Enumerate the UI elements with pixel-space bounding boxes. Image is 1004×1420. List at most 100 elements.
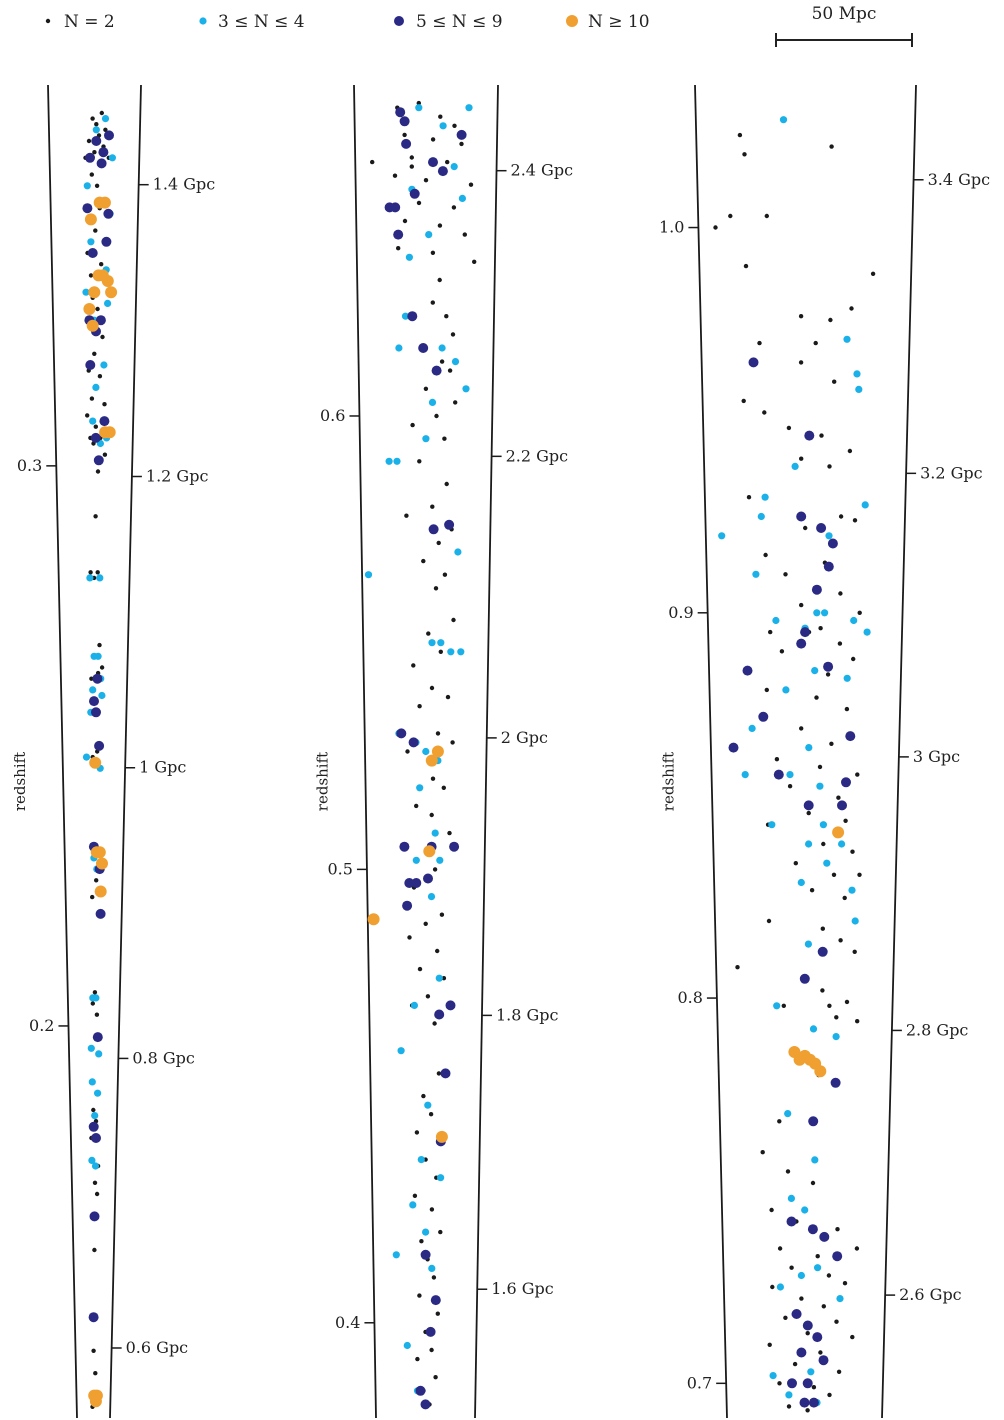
galaxy-group-point	[465, 104, 473, 112]
galaxy-group-point	[94, 122, 99, 127]
galaxy-group-point	[791, 1309, 802, 1319]
galaxy-group-point	[741, 771, 749, 779]
galaxy-group-point	[811, 667, 819, 675]
galaxy-group-point	[838, 514, 844, 519]
redshift-tick-label: 0.5	[327, 859, 352, 878]
galaxy-group-point	[830, 1077, 841, 1088]
galaxy-group-point	[95, 1050, 103, 1058]
galaxy-group-point	[407, 311, 418, 322]
galaxy-group-point	[93, 455, 104, 466]
lightcone-panel-3: 0.7 0.8 0.9 1.0 2.6 Gpc 2.8 Gpc 3 Gpc 3.2 Gpc 3.…	[659, 84, 991, 1419]
lightcone-panel-1: 0.2 0.3 0.6 Gpc 0.8 Gpc 1 Gpc 1.2 Gpc 1.4 Gpc r…	[11, 84, 215, 1419]
galaxy-group-point	[844, 706, 850, 712]
galaxy-group-point	[815, 1254, 820, 1259]
galaxy-group-point	[101, 275, 114, 287]
galaxy-group-point	[814, 1264, 822, 1272]
galaxy-group-point	[92, 150, 97, 155]
galaxy-group-point	[101, 236, 112, 247]
galaxy-group-point	[842, 895, 847, 901]
galaxy-group-point	[423, 386, 429, 391]
galaxy-group-point	[436, 540, 441, 546]
galaxy-group-point	[836, 795, 841, 800]
galaxy-group-point	[96, 574, 104, 582]
galaxy-group-point	[437, 639, 445, 647]
galaxy-group-point	[783, 1315, 788, 1321]
galaxy-group-point	[444, 314, 449, 319]
galaxy-group-point	[786, 771, 794, 779]
galaxy-group-point	[838, 840, 846, 848]
galaxy-group-point	[776, 1283, 785, 1291]
galaxy-group-point	[103, 426, 116, 439]
galaxy-group-point	[769, 1207, 774, 1213]
redshift-tick-label: 0.4	[335, 1313, 360, 1332]
galaxy-group-point	[98, 691, 106, 700]
galaxy-group-point	[88, 1121, 99, 1132]
galaxy-group-point	[419, 1239, 424, 1244]
redshift-tick-label: 0.7	[687, 1373, 712, 1392]
galaxy-group-point	[818, 1355, 829, 1366]
galaxy-group-point	[842, 1281, 848, 1286]
galaxy-group-point	[818, 1350, 823, 1355]
galaxy-group-point	[431, 745, 444, 758]
galaxy-group-point	[853, 370, 861, 378]
galaxy-group-point	[814, 1065, 827, 1078]
galaxy-group-point	[396, 728, 407, 739]
galaxy-group-point	[791, 462, 799, 470]
galaxy-group-point	[454, 548, 462, 556]
galaxy-group-point	[823, 859, 831, 867]
galaxy-group-point	[90, 432, 101, 443]
galaxy-group-point	[735, 965, 740, 970]
galaxy-group-point	[737, 132, 743, 138]
galaxy-group-point	[430, 250, 436, 255]
distance-tick-label: 2.2 Gpc	[506, 446, 569, 465]
galaxy-group-point	[96, 857, 108, 870]
galaxy-group-point	[89, 676, 94, 681]
galaxy-group-point	[420, 1399, 431, 1410]
galaxy-group-point	[87, 1044, 95, 1052]
galaxy-group-point	[435, 1311, 440, 1316]
galaxy-group-point	[828, 317, 833, 323]
galaxy-group-point	[422, 1228, 430, 1236]
galaxy-group-point	[411, 663, 416, 668]
galaxy-group-point	[445, 1000, 456, 1011]
galaxy-group-point	[437, 223, 443, 228]
galaxy-group-point	[743, 263, 749, 269]
galaxy-group-point	[102, 402, 107, 407]
galaxy-group-point	[762, 410, 767, 415]
galaxy-group-point	[857, 872, 862, 877]
galaxy-group-point	[836, 1369, 842, 1375]
distance-tick-label: 1.2 Gpc	[146, 466, 209, 485]
galaxy-group-point	[428, 1264, 436, 1272]
galaxy-group-point	[402, 132, 407, 138]
galaxy-group-point	[447, 368, 453, 373]
galaxy-group-point	[417, 1293, 422, 1298]
galaxy-group-point	[435, 948, 440, 954]
galaxy-group-point	[434, 1009, 445, 1020]
galaxy-group-point	[395, 344, 403, 352]
galaxy-group-point	[89, 172, 95, 177]
galaxy-group-point	[813, 609, 821, 617]
galaxy-group-point	[433, 1375, 438, 1380]
galaxy-group-point	[786, 425, 792, 431]
galaxy-group-point	[827, 464, 832, 469]
galaxy-group-point	[86, 138, 92, 144]
galaxy-group-point	[93, 514, 98, 519]
galaxy-group-point	[89, 396, 95, 401]
distance-tick-label: 3.4 Gpc	[928, 170, 991, 189]
galaxy-group-point	[834, 1015, 839, 1020]
legend-marker-n3-4	[199, 17, 207, 25]
galaxy-group-point	[94, 885, 107, 898]
legend-label-n2: N = 2	[64, 12, 115, 32]
galaxy-group-point	[786, 1216, 797, 1227]
galaxy-group-point	[451, 358, 460, 366]
galaxy-group-point	[425, 754, 438, 767]
galaxy-group-point	[832, 826, 845, 839]
galaxy-group-point	[393, 229, 404, 240]
redshift-axis-title: redshift	[660, 752, 678, 811]
galaxy-group-point	[821, 1304, 826, 1309]
galaxy-group-point	[798, 360, 804, 365]
galaxy-group-point	[813, 340, 818, 346]
galaxy-group-point	[92, 383, 100, 391]
galaxy-group-point	[414, 803, 419, 809]
galaxy-group-point	[805, 840, 813, 848]
